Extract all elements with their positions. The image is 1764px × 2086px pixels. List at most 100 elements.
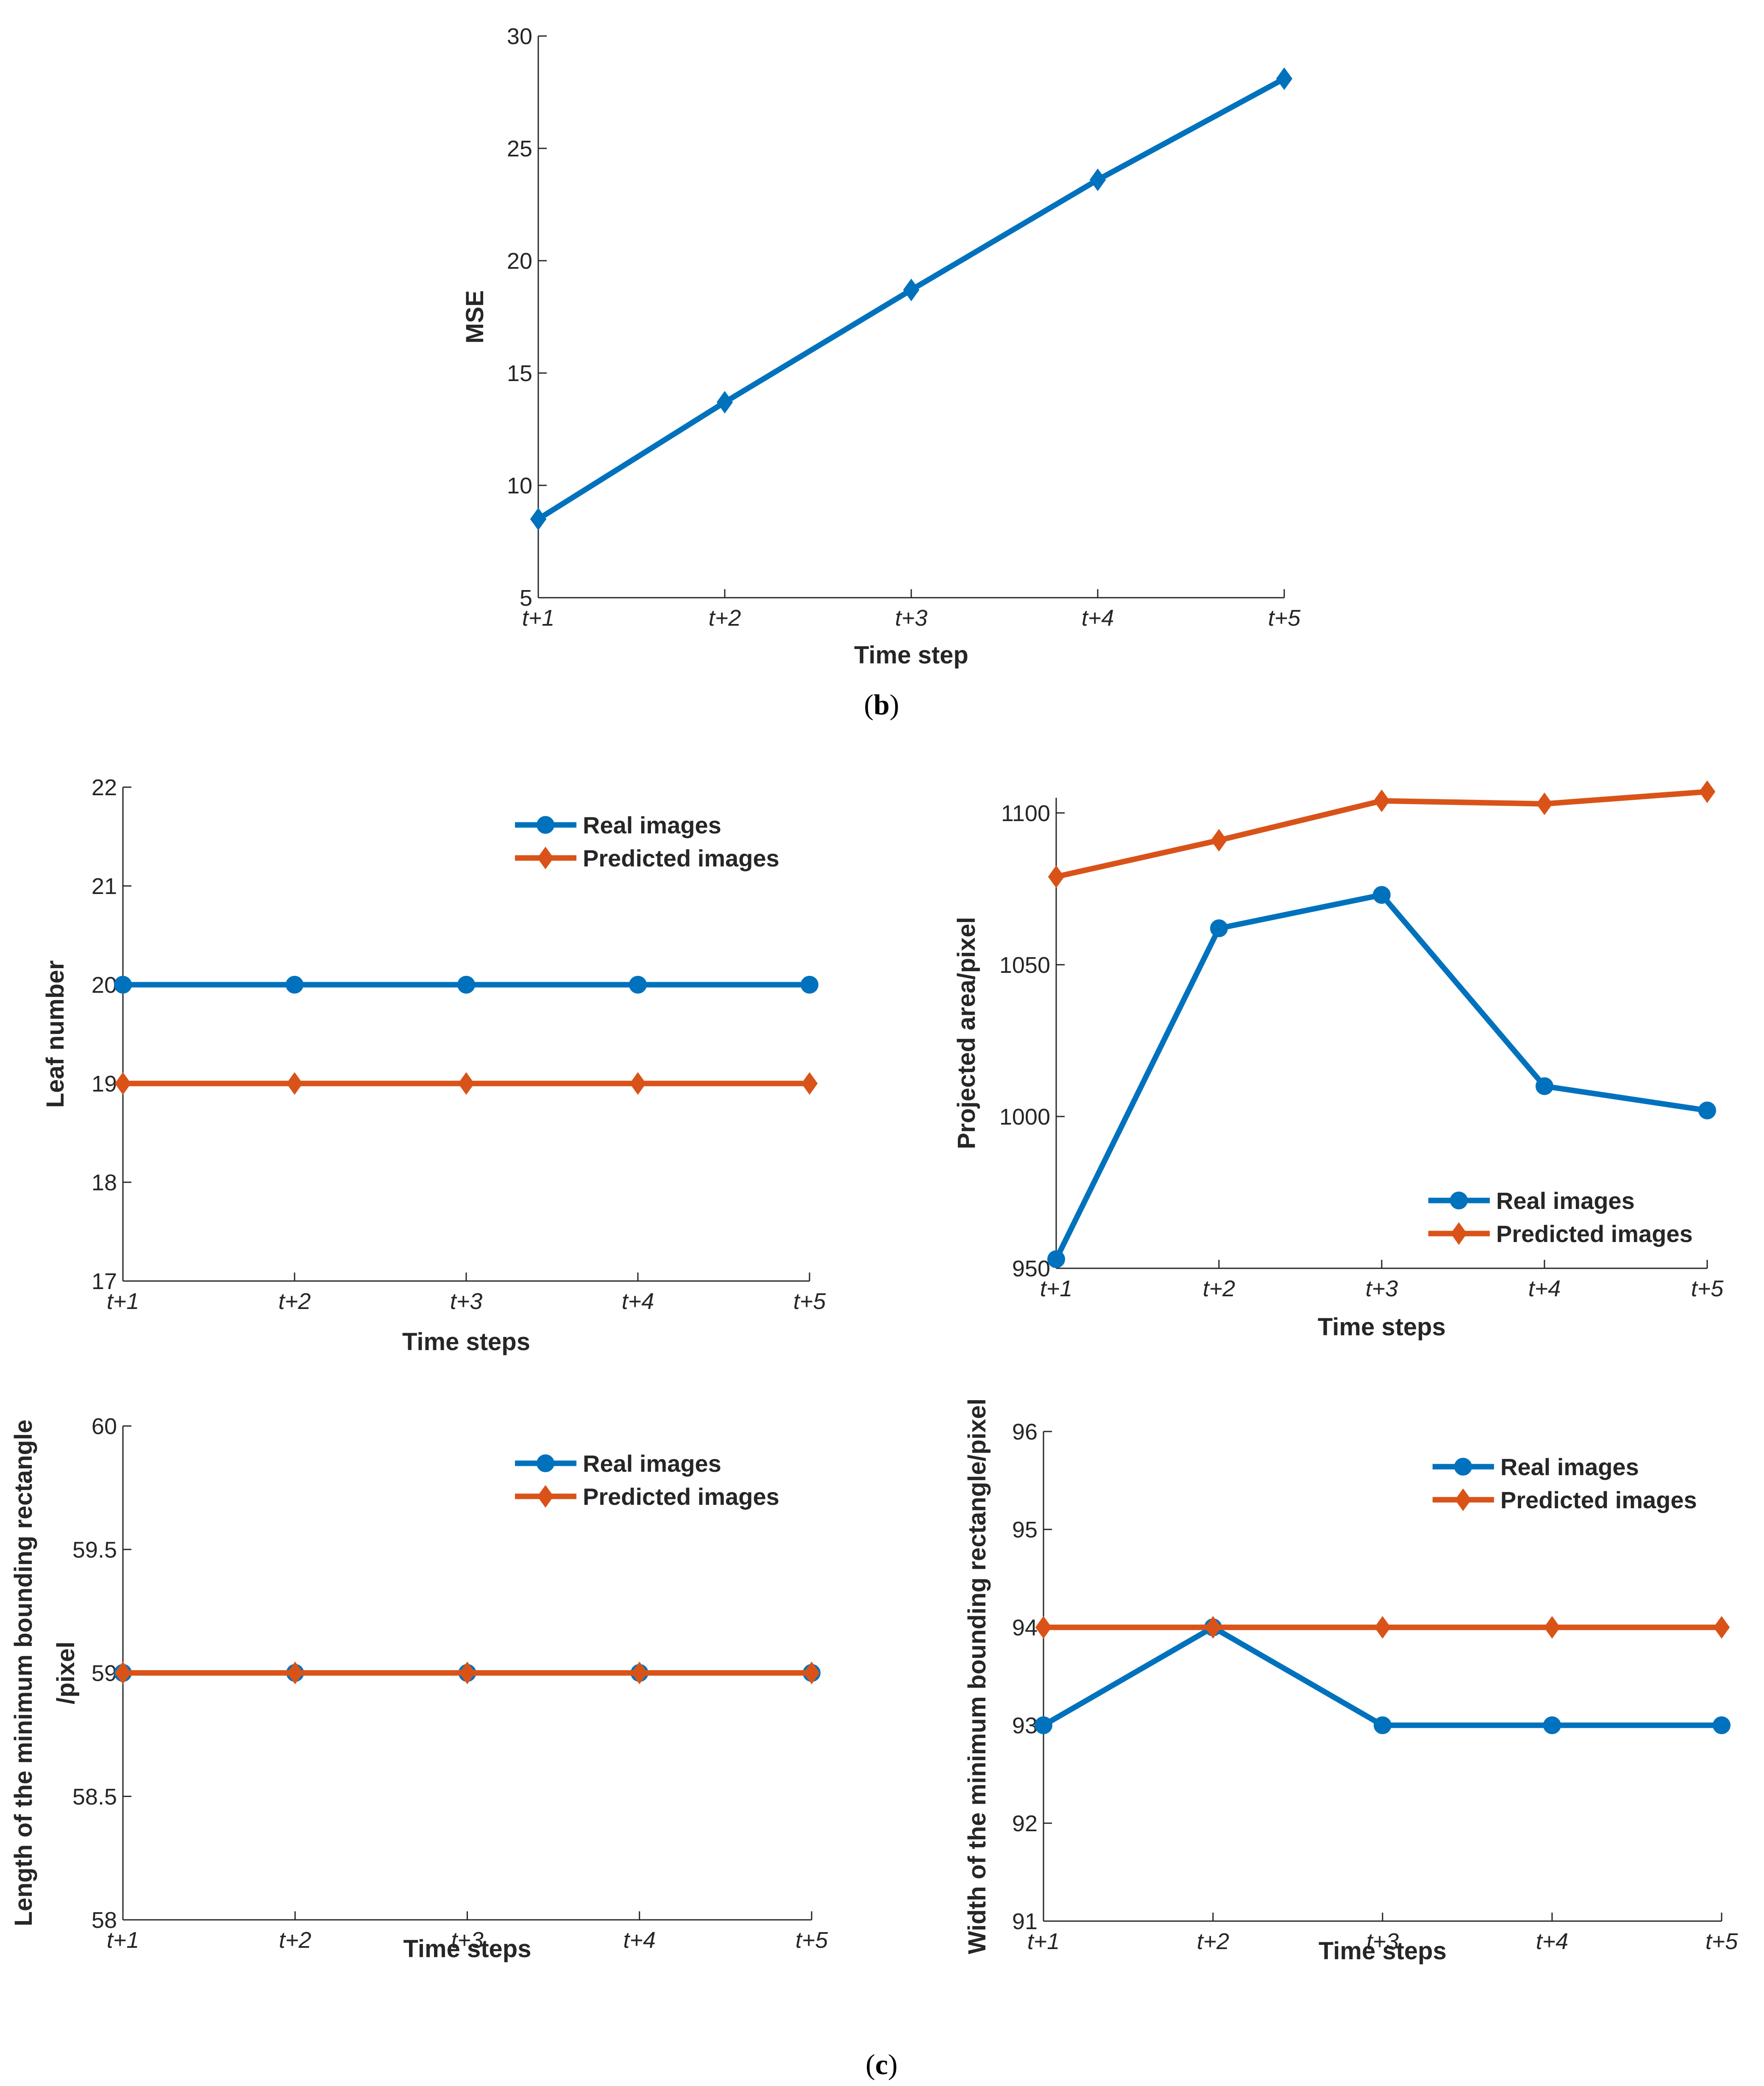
data-point (458, 1072, 475, 1095)
data-point (801, 1072, 818, 1095)
x-axis-label: Time steps (402, 1328, 530, 1356)
y-tick-label: 91 (1012, 1909, 1038, 1934)
data-point (1536, 792, 1553, 816)
data-point (1699, 780, 1716, 803)
legend-entry: Real images (1496, 1187, 1635, 1214)
legend-swatch-marker (1454, 1458, 1472, 1476)
y-tick-label: 59.5 (72, 1537, 117, 1562)
y-tick-label: 17 (92, 1269, 117, 1294)
legend-entry: Predicted images (1500, 1487, 1697, 1513)
data-point (1210, 829, 1227, 852)
data-point (716, 391, 733, 414)
y-axis-label: Length of the minimum bounding rectangle (10, 1420, 37, 1926)
data-point (1373, 789, 1390, 812)
legend-entry: Real images (583, 1450, 721, 1477)
series-mse (530, 67, 1293, 531)
y-tick-label: 58 (92, 1908, 117, 1933)
x-tick-label: t+2 (279, 1927, 312, 1953)
legend-entry: Real images (1500, 1454, 1639, 1480)
x-tick-label: t+4 (1082, 605, 1114, 631)
legend-entry: Real images (583, 812, 721, 838)
x-tick-label: t+3 (450, 1289, 483, 1314)
x-tick-label: t+5 (1691, 1276, 1724, 1301)
data-point (903, 279, 920, 301)
data-point (530, 507, 547, 531)
data-point (1276, 67, 1293, 90)
y-tick-label: 96 (1012, 1419, 1038, 1445)
chart-mse: 5 10 15 20 25 30 t+1 t+2 t+3 t+4 t+5 Time step MSE (461, 24, 1301, 669)
series-predicted-images (1035, 1616, 1730, 1639)
legend-entry: Predicted images (1496, 1220, 1693, 1247)
legend: Real images Predicted images (515, 812, 779, 872)
y-tick-label: 15 (507, 361, 532, 386)
legend: Real images Predicted images (1433, 1454, 1697, 1513)
legend-swatch-marker (1450, 1222, 1467, 1245)
y-tick-label: 95 (1012, 1517, 1038, 1543)
legend-swatch-marker (1450, 1192, 1468, 1209)
y-tick-label: 1100 (1001, 801, 1050, 826)
y-tick-label: 20 (92, 972, 117, 998)
x-axis-label: Time steps (403, 1935, 531, 1963)
data-point (114, 1072, 131, 1095)
x-tick-label: t+4 (1528, 1276, 1561, 1301)
y-tick-label: 19 (92, 1071, 117, 1097)
panel-label-c-letter: c (875, 2048, 888, 2080)
series-predicted-images (1048, 780, 1716, 888)
panel-label-c: (c) (865, 2048, 898, 2080)
y-tick-label: 950 (1012, 1256, 1050, 1281)
x-tick-label: t+1 (1040, 1276, 1073, 1301)
y-tick-label: 10 (507, 473, 532, 499)
y-axis-label: Leaf number (42, 960, 69, 1108)
x-tick-label: t+3 (895, 605, 928, 631)
legend: Real images Predicted images (1428, 1187, 1693, 1247)
legend-entry: Predicted images (583, 1483, 779, 1510)
data-point (631, 1661, 648, 1685)
series-predicted-images (114, 1661, 820, 1685)
x-tick-label: t+2 (709, 605, 741, 631)
data-point (114, 1661, 131, 1685)
data-point (1374, 1716, 1391, 1734)
y-tick-label: 25 (507, 136, 532, 162)
x-tick-label: t+3 (1366, 1929, 1399, 1954)
chart-length: 58 58.5 59 59.5 60 t+1 t+2 t+3 t+4 t+5 Time steps L… (10, 1414, 828, 1963)
y-tick-label: 59 (92, 1661, 117, 1686)
legend-swatch-marker (537, 1485, 554, 1508)
x-axis-label: Time steps (1319, 1937, 1447, 1965)
data-point (1698, 1101, 1716, 1120)
data-point (287, 1661, 303, 1685)
data-point (1373, 886, 1391, 904)
x-tick-label: t+5 (793, 1289, 826, 1314)
legend-entry: Predicted images (583, 845, 779, 872)
data-point (286, 1072, 303, 1095)
x-tick-label: t+3 (1366, 1276, 1398, 1301)
series-real-images (1047, 886, 1716, 1268)
y-tick-label: 22 (92, 775, 117, 800)
y-tick-label: 20 (507, 248, 532, 274)
x-axis-label: Time step (854, 641, 968, 669)
x-tick-label: t+5 (1268, 605, 1301, 631)
x-axis-label: Time steps (1318, 1313, 1446, 1341)
x-tick-label: t+1 (107, 1289, 139, 1314)
series-predicted-images (114, 1072, 818, 1095)
data-point (1089, 168, 1106, 191)
y-tick-label: 30 (507, 24, 532, 49)
series-line (1041, 1624, 1725, 1728)
x-tick-label: t+5 (796, 1927, 829, 1953)
y-tick-label: 60 (92, 1414, 117, 1439)
y-tick-label: 92 (1012, 1811, 1038, 1836)
y-axis-label: Width of the minimum bounding rectangle/… (963, 1398, 991, 1954)
data-point (629, 1072, 646, 1095)
data-point (1048, 865, 1065, 888)
data-point (457, 976, 475, 994)
y-tick-label: 5 (520, 585, 532, 611)
series-real-images (114, 976, 818, 994)
data-point (1210, 919, 1228, 937)
data-point (114, 976, 132, 994)
x-tick-label: t+4 (1536, 1929, 1569, 1954)
x-tick-label: t+1 (107, 1927, 139, 1953)
y-tick-label: 1050 (999, 952, 1050, 978)
chart-area: 950 1000 1050 1100 t+1 t+2 t+3 t+4 t+5 Time steps… (953, 780, 1724, 1341)
y-tick-label: 58.5 (72, 1784, 117, 1810)
x-tick-label: t+4 (622, 1289, 654, 1314)
data-point (801, 976, 818, 994)
